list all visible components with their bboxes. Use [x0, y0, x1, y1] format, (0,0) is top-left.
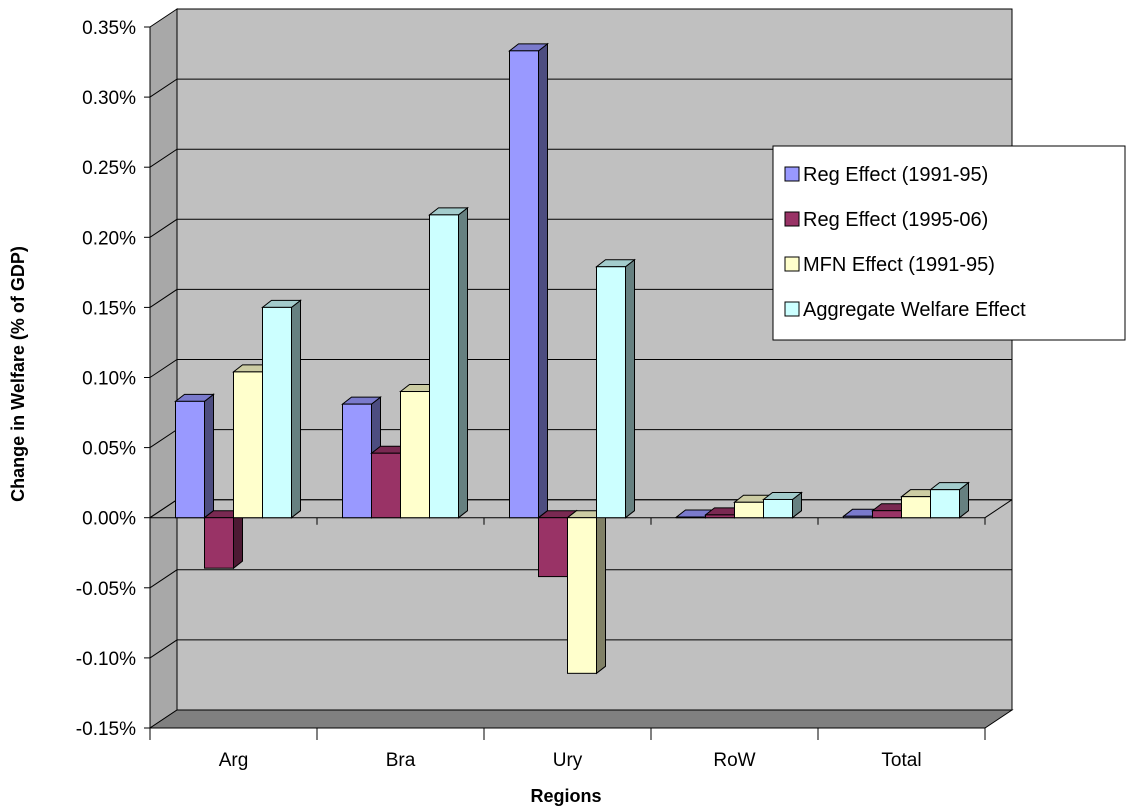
legend: Reg Effect (1991-95) Reg Effect (1995-06)… [772, 145, 1126, 341]
y-tick-label: 0.15% [82, 298, 136, 319]
y-tick-label: -0.05% [76, 579, 136, 600]
bar [595, 258, 636, 519]
x-tick-label: Bra [386, 750, 416, 771]
bar [261, 299, 302, 519]
legend-label: Reg Effect (1995-06) [803, 209, 988, 231]
gridline [149, 288, 1012, 308]
x-axis-edge [984, 499, 1013, 519]
x-axis-title: Regions [530, 786, 601, 806]
bar [203, 509, 244, 570]
bar-side [204, 393, 214, 519]
y-tick-label: -0.15% [76, 719, 136, 740]
bar-front [843, 515, 873, 519]
bar [929, 481, 970, 519]
gridline [149, 359, 1012, 378]
x-tick-label: Arg [219, 750, 249, 771]
gridline [149, 569, 1012, 589]
bar-front [509, 50, 539, 519]
legend-label: Aggregate Welfare Effect [803, 299, 1026, 321]
x-tick-label: Ury [553, 750, 583, 771]
y-tick-label: -0.10% [76, 649, 136, 670]
bar-front [262, 306, 292, 519]
bar-front [233, 371, 263, 519]
bar-front [371, 452, 401, 519]
gridlines [149, 78, 1012, 659]
bar-front [538, 517, 568, 578]
x-tick-labels: Arg Bra Ury RoW Total [219, 750, 922, 771]
bar-front [567, 517, 597, 674]
bar-front [400, 391, 430, 519]
bar-front [734, 501, 764, 519]
floor-plane [148, 709, 1014, 729]
bar [508, 42, 549, 519]
bar-front [872, 510, 902, 519]
legend-swatch [784, 166, 800, 182]
legend-label: Reg Effect (1991-95) [803, 164, 988, 186]
x-tick-label: Total [881, 750, 921, 771]
y-tick-label: 0.05% [82, 439, 136, 460]
y-tick-label: 0.35% [82, 18, 136, 39]
bar [174, 393, 215, 519]
y-tick-labels: 0.35% 0.30% 0.25% 0.20% 0.15% 0.10% 0.05% 0.00%… [76, 18, 136, 740]
legend-swatch [784, 256, 800, 272]
bar-side [538, 42, 548, 519]
bar-front [705, 514, 735, 519]
bar [566, 509, 607, 675]
bar-front [901, 496, 931, 519]
gridline [149, 218, 1012, 238]
y-tick-label: 0.25% [82, 158, 136, 179]
bar-side [458, 206, 468, 519]
bar-front [204, 517, 234, 569]
y-axis-title: Change in Welfare (% of GDP) [8, 246, 28, 502]
bar-front [763, 498, 793, 519]
legend-swatch [784, 211, 800, 227]
bar-side [625, 258, 635, 519]
gridline [149, 639, 1012, 659]
bar-front [342, 403, 372, 519]
bar-front [596, 266, 626, 519]
bar-side [291, 299, 301, 519]
bar [762, 491, 803, 519]
bar-side [596, 509, 606, 675]
y-tick-label: 0.20% [82, 228, 136, 249]
bar-front [429, 214, 459, 519]
bar-side [233, 509, 243, 570]
y-tick-label: 0.30% [82, 88, 136, 109]
legend-swatch [784, 301, 800, 317]
gridline [149, 148, 1012, 168]
y-tick-label: 0.00% [82, 509, 136, 530]
legend-label: MFN Effect (1991-95) [803, 254, 995, 276]
bar-front [930, 489, 960, 519]
y-tick-label: 0.10% [82, 369, 136, 390]
bar-front [175, 400, 205, 519]
legend-box [772, 145, 1126, 341]
gridline [149, 78, 1012, 98]
x-tick-label: RoW [713, 750, 755, 771]
bar-front [676, 516, 706, 519]
bar [428, 206, 469, 519]
bars [174, 42, 970, 675]
chart-floor [148, 709, 1014, 729]
